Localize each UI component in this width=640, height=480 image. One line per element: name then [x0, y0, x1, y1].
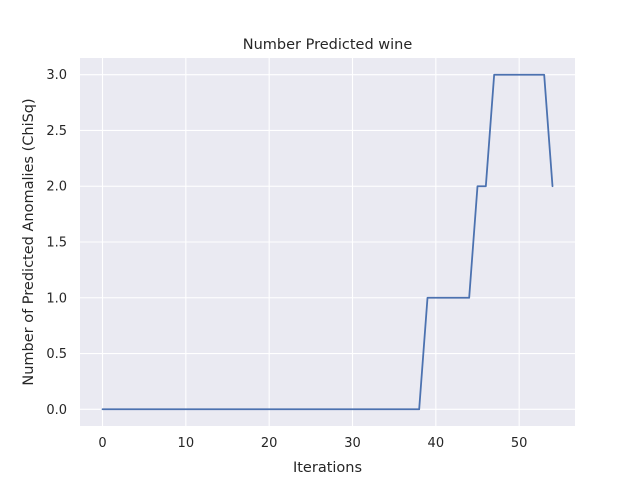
chart-title: Number Predicted wine — [243, 37, 413, 53]
x-tick-label: 30 — [344, 436, 361, 451]
y-tick-label: 0.0 — [46, 403, 67, 418]
y-axis-ticks: 0.0 0.5 1.0 1.5 2.0 2.5 3.0 — [46, 68, 67, 418]
x-axis-ticks: 0 10 20 30 40 50 — [98, 436, 527, 451]
y-tick-label: 3.0 — [46, 68, 67, 83]
grid — [80, 58, 575, 426]
y-tick-label: 2.5 — [46, 124, 67, 139]
x-tick-label: 20 — [261, 436, 278, 451]
y-tick-label: 1.5 — [46, 236, 67, 251]
y-axis-label: Number of Predicted Anomalies (ChiSq) — [21, 98, 37, 385]
y-tick-label: 1.0 — [46, 291, 67, 306]
y-tick-label: 2.0 — [46, 180, 67, 195]
series-line-0 — [101, 73, 554, 411]
y-tick-label: 0.5 — [46, 347, 67, 362]
x-tick-label: 10 — [178, 436, 195, 451]
series-layer — [101, 73, 554, 411]
x-tick-label: 0 — [98, 436, 106, 451]
x-axis-label: Iterations — [293, 460, 362, 476]
x-tick-label: 50 — [511, 436, 528, 451]
x-tick-label: 40 — [428, 436, 445, 451]
